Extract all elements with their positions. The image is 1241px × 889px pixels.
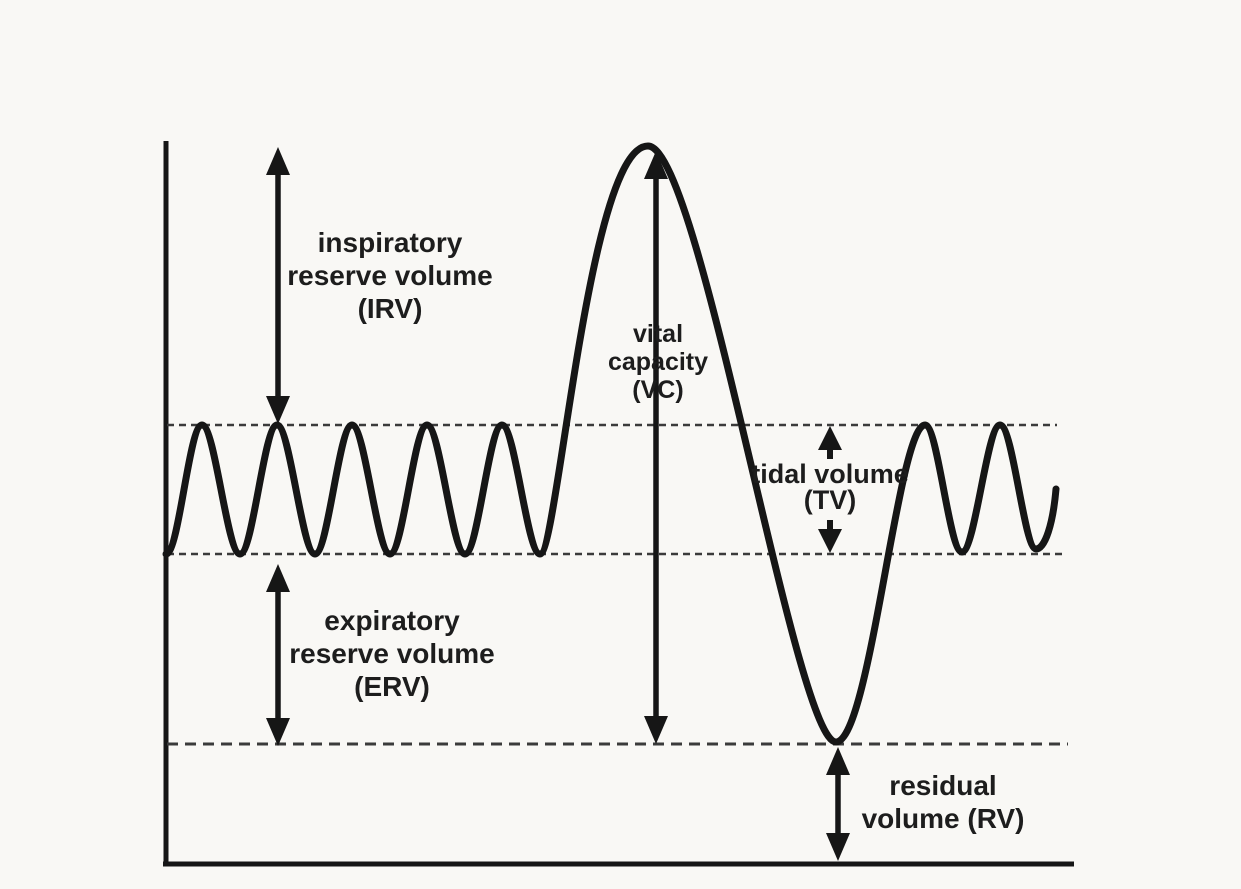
axes [163,141,1074,867]
irv-arrowhead-down [266,396,290,424]
vc-label-line2: capacity [607,348,709,376]
rv-arrow [826,747,850,861]
erv-label-line1: expiratory [324,605,460,636]
rv-arrowhead-up [826,747,850,775]
erv-arrowhead-down [266,718,290,746]
erv-label-line2: reserve volume [289,638,495,669]
erv-arrowhead-up [266,564,290,592]
tv-label-line1: tidal volume [751,459,909,489]
irv-label: inspiratory reserve volume (IRV) [287,226,492,325]
tv-up-arrow [818,426,842,459]
vc-label-line1: vital [632,320,684,348]
rv-label-line2: volume (RV) [861,803,1025,834]
tv-arrowhead-up [818,426,842,450]
erv-label-line3: (ERV) [354,671,430,702]
tv-label: tidal volume (TV) [751,459,909,515]
irv-arrow [266,147,290,424]
tv-label-line2: (TV) [803,485,857,515]
rv-arrowhead-down [826,833,850,861]
vc-arrowhead-up [644,151,668,179]
rv-label-line1: residual [889,770,997,801]
spirogram-trace [162,142,1060,746]
rv-label: residual volume (RV) [862,769,1025,835]
erv-label: expiratory reserve volume (ERV) [289,604,494,703]
irv-label-line3: (IRV) [357,293,423,324]
irv-label-line2: reserve volume [287,260,493,291]
tv-down-arrow [818,520,842,553]
irv-label-line1: inspiratory [317,227,463,258]
irv-arrowhead-up [266,147,290,175]
erv-arrow [266,564,290,746]
vc-label-line3: (VC) [632,376,684,404]
vc-arrow [644,151,668,744]
vc-label: vital capacity (VC) [608,320,708,404]
tv-arrowhead-down [818,529,842,553]
vc-arrowhead-down [644,716,668,744]
